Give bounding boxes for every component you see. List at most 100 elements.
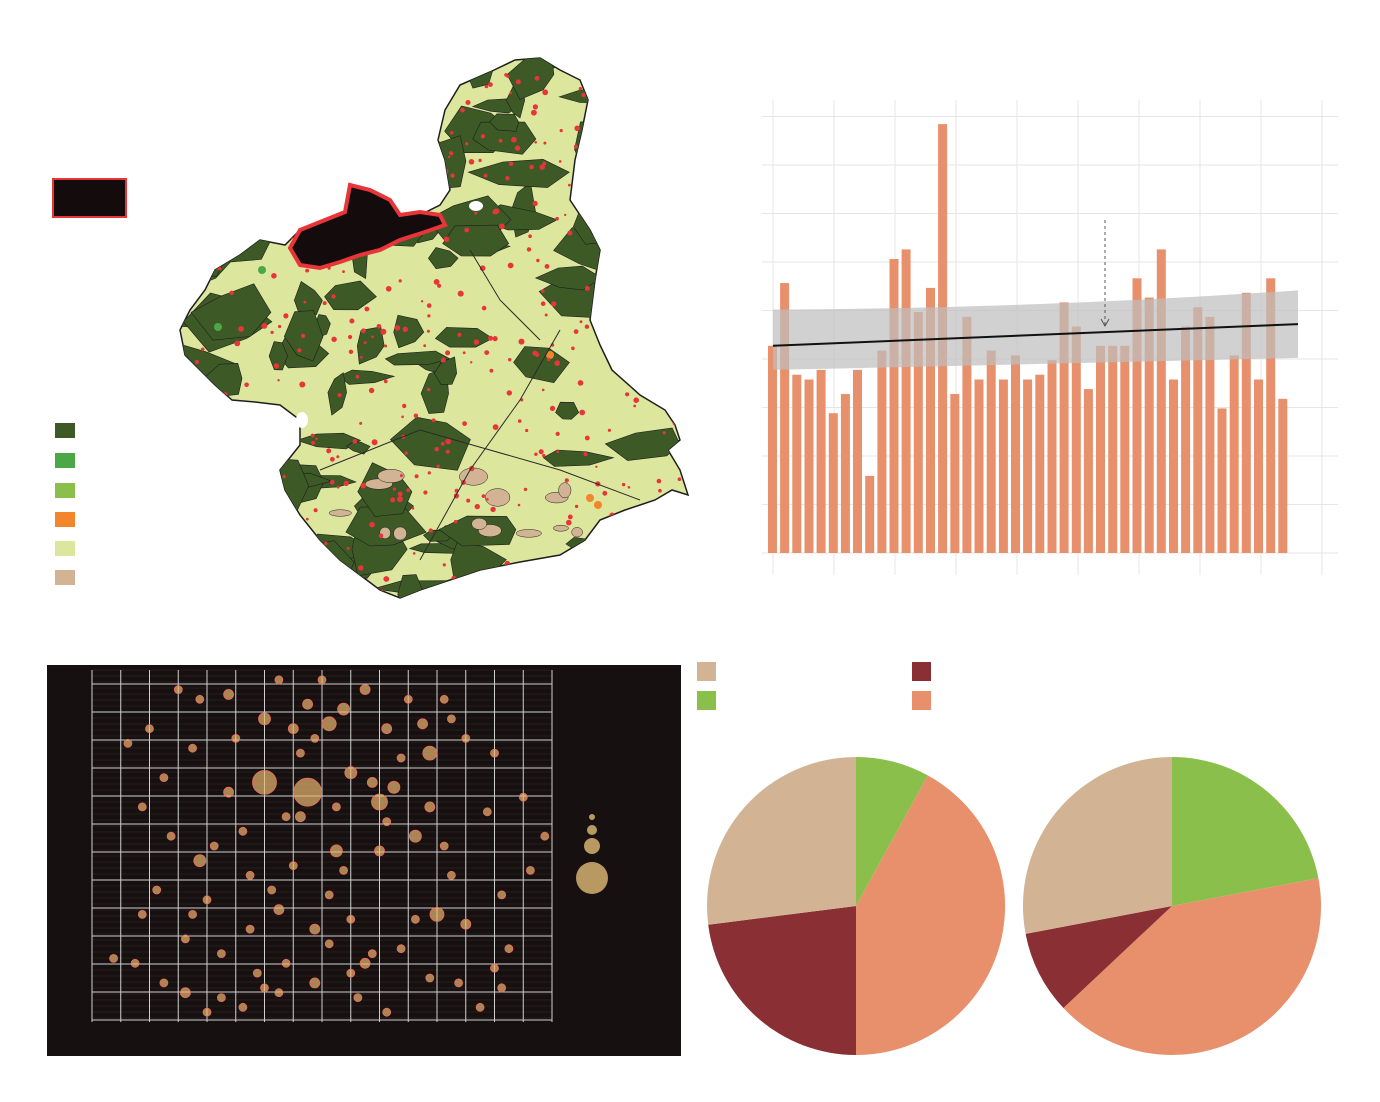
fire-dot: [273, 363, 280, 369]
fire-dot: [347, 74, 352, 78]
fire-dot: [522, 562, 526, 566]
pie-slice: [856, 757, 928, 906]
forest-patch: [324, 280, 377, 311]
fire-dot: [242, 541, 247, 545]
fire-dot: [226, 89, 231, 94]
forest-patch: [264, 206, 284, 242]
forest-patch: [216, 211, 248, 250]
fire-dot: [568, 183, 571, 187]
fire-dot: [326, 448, 332, 454]
bar: [1035, 374, 1045, 553]
pie-slice: [707, 757, 856, 925]
bar: [950, 394, 960, 553]
forest-patch: [242, 406, 280, 441]
fire-dot: [369, 521, 375, 528]
bar: [1096, 345, 1105, 553]
fire-dot: [413, 91, 419, 96]
bar: [926, 287, 935, 553]
fire-dot: [219, 494, 225, 501]
fire-dot: [677, 335, 682, 339]
fire-dot: [413, 413, 419, 418]
fire-dot: [348, 334, 353, 340]
trend-line: [772, 323, 1299, 347]
confidence-band: [773, 290, 1298, 370]
fire-dot: [283, 313, 289, 319]
fire-dot: [399, 474, 403, 478]
forest-patch: [590, 576, 615, 596]
bar: [1132, 278, 1142, 553]
fire-dot: [371, 439, 378, 446]
fire-dot: [355, 374, 360, 379]
forest-patch: [623, 240, 667, 261]
fire-dot: [667, 136, 673, 142]
fire-dot: [581, 92, 586, 98]
fire-dot: [481, 494, 486, 498]
fire-dot: [291, 214, 295, 218]
fire-dot: [431, 418, 436, 423]
forest-patch: [238, 212, 274, 226]
fire-dot: [235, 573, 241, 579]
orange-patch: [546, 351, 554, 359]
fire-dot: [276, 406, 280, 410]
fire-dot: [276, 560, 281, 566]
fire-dot: [419, 128, 422, 131]
bar: [1011, 355, 1020, 553]
fire-dot: [363, 341, 367, 345]
bar: [1120, 345, 1130, 553]
fire-dot: [534, 75, 540, 81]
forest-patch: [433, 356, 458, 386]
fire-dot: [531, 109, 537, 116]
bare-patch: [515, 529, 542, 538]
fire-dot: [324, 541, 328, 546]
forest-patch: [190, 467, 269, 487]
fire-dot: [504, 73, 508, 77]
fire-dot: [481, 305, 487, 311]
fire-dot: [534, 141, 537, 144]
fire-dot: [572, 199, 575, 203]
fire-dot: [273, 478, 279, 483]
fire-dot: [544, 264, 550, 269]
fire-dot: [637, 133, 642, 138]
forest-patch: [646, 343, 688, 375]
fire-dot: [583, 452, 588, 457]
forest-patch: [604, 427, 681, 461]
fire-dot: [237, 100, 241, 104]
forest-patch: [635, 315, 683, 359]
fire-dot: [289, 77, 295, 83]
fire-dot: [584, 558, 588, 562]
forest-patch: [200, 526, 282, 563]
bar: [877, 350, 887, 553]
forest-patch: [196, 430, 222, 473]
fire-dot: [498, 138, 503, 143]
legend-swatch-forest: [55, 453, 75, 468]
fire-dot: [584, 285, 590, 291]
bar: [792, 374, 802, 553]
forest-patch: [489, 113, 520, 132]
bar: [1071, 326, 1081, 553]
map-hole: [296, 412, 308, 428]
fire-dot: [397, 496, 403, 503]
forest-patch: [180, 130, 228, 170]
fire-dot: [331, 294, 336, 299]
forest-patch: [647, 196, 688, 224]
fire-dot: [350, 136, 354, 140]
fire-dot: [244, 382, 249, 388]
fire-dot: [440, 442, 445, 446]
fire-dot: [558, 160, 562, 163]
fire-dot: [397, 491, 403, 497]
forest-patch: [180, 142, 211, 199]
fire-dot: [526, 247, 532, 252]
pie-slice: [1025, 906, 1172, 1008]
forest-patch: [438, 515, 517, 547]
fire-dot: [238, 567, 244, 573]
fire-dot: [528, 565, 534, 571]
fire-dot: [579, 409, 586, 416]
fire-dot: [441, 65, 447, 71]
fire-dot: [462, 60, 469, 67]
forest-patch: [634, 96, 688, 112]
forest-green-patch: [258, 266, 266, 274]
forest-patch: [346, 441, 371, 455]
forest-patch: [237, 61, 301, 120]
fire-dot: [483, 173, 488, 178]
fire-dot: [673, 142, 680, 149]
